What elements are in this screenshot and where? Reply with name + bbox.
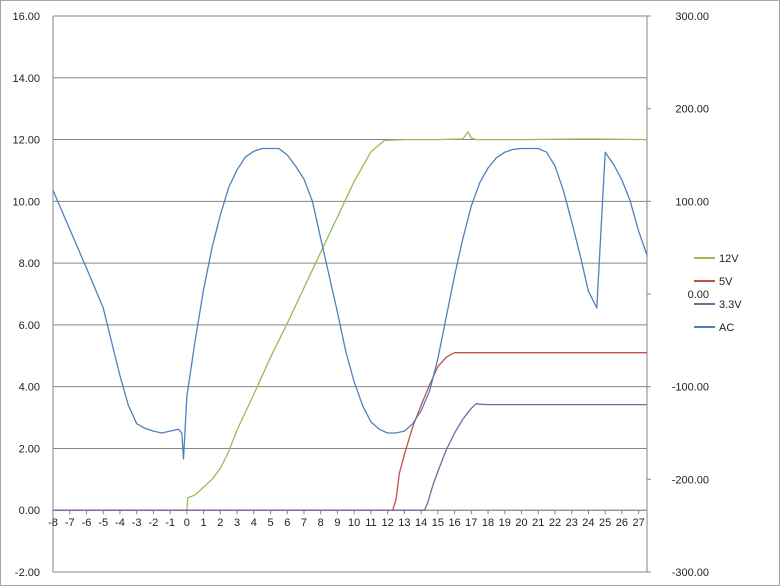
- y-tick-label: 16.00: [12, 11, 40, 23]
- legend: 12V 5V 3.3V AC: [694, 253, 742, 334]
- x-tick-label: 27: [633, 517, 645, 529]
- x-tick-label: 14: [415, 517, 427, 529]
- x-tick-label: 4: [251, 517, 257, 529]
- x-tick-label: -4: [115, 517, 125, 529]
- x-tick-label: 20: [515, 517, 527, 529]
- x-tick-label: -5: [98, 517, 108, 529]
- y2-tick-label: 200.00: [675, 104, 709, 116]
- y2-tick-label: 0.00: [688, 289, 709, 301]
- y-tick-label: 0.00: [19, 505, 40, 517]
- x-tick-label: -3: [132, 517, 142, 529]
- x-tick-label: 19: [499, 517, 511, 529]
- x-tick-label: 17: [465, 517, 477, 529]
- x-tick-label: 1: [201, 517, 207, 529]
- x-tick-label: 6: [284, 517, 290, 529]
- y-tick-label: 12.00: [12, 135, 40, 147]
- x-tick-label: 7: [301, 517, 307, 529]
- x-tick-label: -7: [65, 517, 75, 529]
- legend-label: AC: [719, 322, 734, 334]
- x-tick-label: 10: [348, 517, 360, 529]
- x-tick-label: 9: [334, 517, 340, 529]
- y2-tick-label: -200.00: [672, 474, 709, 486]
- x-tick-label: -8: [48, 517, 58, 529]
- x-tick-label: 15: [432, 517, 444, 529]
- legend-label: 5V: [719, 276, 733, 288]
- series-line-3-3v: [53, 403, 647, 511]
- y-tick-label: 4.00: [19, 382, 40, 394]
- series-line-5v: [53, 352, 647, 511]
- x-tick-label: -2: [149, 517, 159, 529]
- y-tick-label: 10.00: [12, 196, 40, 208]
- x-tick-label: 21: [532, 517, 544, 529]
- legend-label: 12V: [719, 253, 739, 265]
- x-tick-label: 26: [616, 517, 628, 529]
- y2-tick-label: 300.00: [675, 11, 709, 23]
- y-tick-label: 8.00: [19, 258, 40, 270]
- x-tick-label: 18: [482, 517, 494, 529]
- x-tick-label: -6: [82, 517, 92, 529]
- x-tick-label: 12: [382, 517, 394, 529]
- series: [52, 131, 648, 511]
- x-tick-label: 22: [549, 517, 561, 529]
- series-line-12v: [53, 131, 648, 511]
- x-tick-label: 5: [267, 517, 273, 529]
- axes: -2.000.002.004.006.008.0010.0012.0014.00…: [12, 11, 709, 579]
- x-tick-label: 23: [566, 517, 578, 529]
- y-tick-label: 6.00: [19, 320, 40, 332]
- x-tick-label: 11: [365, 517, 376, 529]
- y-tick-label: 14.00: [12, 73, 40, 85]
- x-tick-label: 24: [582, 517, 594, 529]
- y2-tick-label: -300.00: [672, 567, 709, 579]
- y2-tick-label: 100.00: [675, 196, 709, 208]
- x-tick-label: 0: [184, 517, 190, 529]
- x-tick-label: 2: [217, 517, 223, 529]
- x-tick-label: 16: [448, 517, 460, 529]
- x-tick-label: 13: [398, 517, 410, 529]
- x-tick-label: 25: [599, 517, 611, 529]
- x-tick-label: 8: [318, 517, 324, 529]
- y-tick-label: 2.00: [19, 443, 40, 455]
- legend-label: 3.3V: [719, 299, 742, 311]
- x-tick-label: -1: [165, 517, 175, 529]
- x-tick-label: 3: [234, 517, 240, 529]
- grid: [53, 15, 647, 573]
- y-tick-label: -2.00: [15, 567, 40, 579]
- y2-tick-label: -100.00: [672, 382, 709, 394]
- series-line-ac: [52, 147, 648, 460]
